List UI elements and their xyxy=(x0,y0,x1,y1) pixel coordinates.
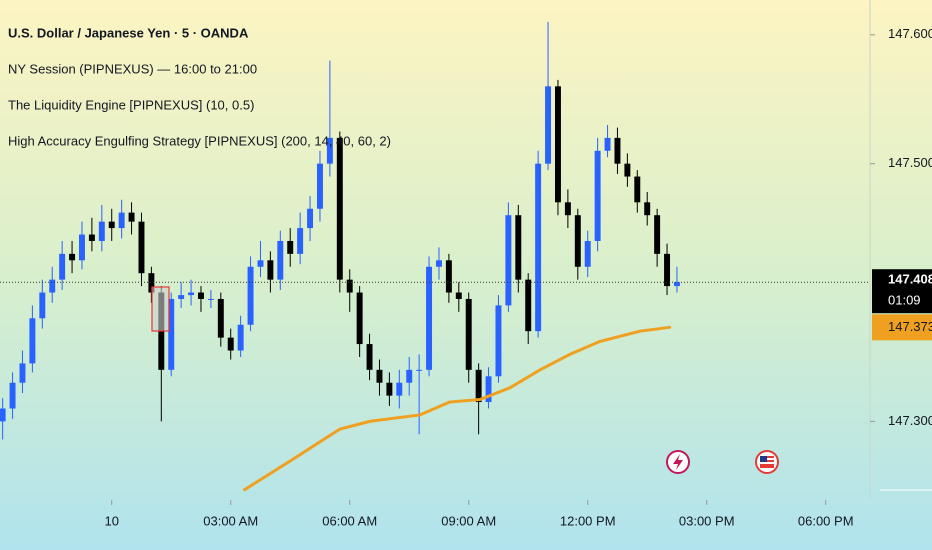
indicator-label: NY Session (PIPNEXUS) — 16:00 to 21:00 xyxy=(8,61,257,76)
y-tick-label: 147.600 xyxy=(888,26,932,41)
candle-body xyxy=(257,260,264,267)
candle-body xyxy=(9,382,16,409)
candle-body xyxy=(207,298,214,300)
candle-body xyxy=(227,337,234,351)
engulfing-marker xyxy=(151,286,170,332)
candle-body xyxy=(356,292,363,345)
candle-body xyxy=(673,282,680,287)
candle-body xyxy=(664,253,671,287)
candle-body xyxy=(197,292,204,299)
candle-body xyxy=(108,221,115,229)
y-tick-label: 147.300 xyxy=(888,413,932,428)
candle-body xyxy=(594,150,601,241)
candle-body xyxy=(435,260,442,267)
candle-body xyxy=(326,137,333,164)
candle-body xyxy=(128,212,135,222)
x-tick-label: 06:00 AM xyxy=(322,513,377,528)
candle-body xyxy=(98,221,105,241)
candle-body xyxy=(426,266,433,370)
candle-body xyxy=(505,215,512,306)
last-price-box xyxy=(872,269,932,314)
candle-body xyxy=(59,253,66,280)
chart-title: U.S. Dollar / Japanese Yen · 5 · OANDA xyxy=(8,25,249,40)
candle-body xyxy=(118,212,125,229)
candle-body xyxy=(88,234,95,241)
event-icon[interactable] xyxy=(755,450,779,474)
candle-body xyxy=(485,376,492,403)
candle-body xyxy=(386,382,393,396)
indicator-label: High Accuracy Engulfing Strategy [PIPNEX… xyxy=(8,133,391,148)
candle-body xyxy=(525,279,532,332)
ma-price-label: 147.373 xyxy=(888,319,932,334)
candle-body xyxy=(614,137,621,164)
candle-body xyxy=(247,266,254,325)
candle-body xyxy=(545,86,552,164)
candle-body xyxy=(624,163,631,177)
candle-body xyxy=(287,240,294,254)
candle-body xyxy=(495,305,502,377)
candle-body xyxy=(148,273,155,293)
candle-body xyxy=(39,292,46,319)
candle-body xyxy=(475,369,482,403)
candle-body xyxy=(267,260,274,280)
y-tick-label: 147.500 xyxy=(888,155,932,170)
candle-body xyxy=(644,202,651,216)
x-tick-label: 06:00 PM xyxy=(798,513,854,528)
candle-body xyxy=(574,215,581,267)
candle-body xyxy=(0,408,6,422)
candle-body xyxy=(188,292,195,296)
indicator-label: The Liquidity Engine [PIPNEXUS] (10, 0.5… xyxy=(8,97,254,112)
candle-body xyxy=(584,240,591,267)
candle-body xyxy=(336,137,343,280)
candle-body xyxy=(366,344,373,370)
x-tick-label: 09:00 AM xyxy=(441,513,496,528)
ma-price-box xyxy=(872,314,932,341)
candle-body xyxy=(69,253,76,261)
x-tick-label: 03:00 PM xyxy=(679,513,735,528)
candle-body xyxy=(19,363,26,383)
candle-body xyxy=(554,86,561,203)
moving-average xyxy=(243,325,672,492)
candle-body xyxy=(316,163,323,209)
candle-body xyxy=(29,318,36,364)
candle-body xyxy=(49,279,56,293)
candle-body xyxy=(634,176,641,203)
candle-body xyxy=(178,295,185,299)
candle-body xyxy=(168,298,175,370)
candle-body xyxy=(465,298,472,370)
x-tick-label: 10 xyxy=(104,513,118,528)
candle-body xyxy=(455,292,462,299)
candle-body xyxy=(138,221,145,274)
candle-body xyxy=(604,137,611,151)
candle-body xyxy=(237,324,244,351)
candle-body xyxy=(564,202,571,216)
candle-body xyxy=(376,369,383,383)
x-tick-label: 12:00 PM xyxy=(560,513,616,528)
candle-body xyxy=(307,208,314,229)
last-price-label: 147.408 xyxy=(888,272,932,287)
candle-body xyxy=(406,369,413,383)
candle-body xyxy=(217,298,224,338)
candle-body xyxy=(277,240,284,280)
candle-body xyxy=(396,382,403,396)
candle-body xyxy=(297,228,304,254)
x-tick-label: 03:00 AM xyxy=(203,513,258,528)
candle-body xyxy=(416,369,423,371)
candle-body xyxy=(445,260,452,293)
candle-body xyxy=(346,279,353,293)
candle-body xyxy=(79,234,85,261)
countdown-label: 01:09 xyxy=(888,293,921,308)
candle-body xyxy=(515,215,522,280)
event-icon[interactable] xyxy=(666,450,690,474)
candle-body xyxy=(535,163,542,332)
candle-body xyxy=(654,215,661,254)
